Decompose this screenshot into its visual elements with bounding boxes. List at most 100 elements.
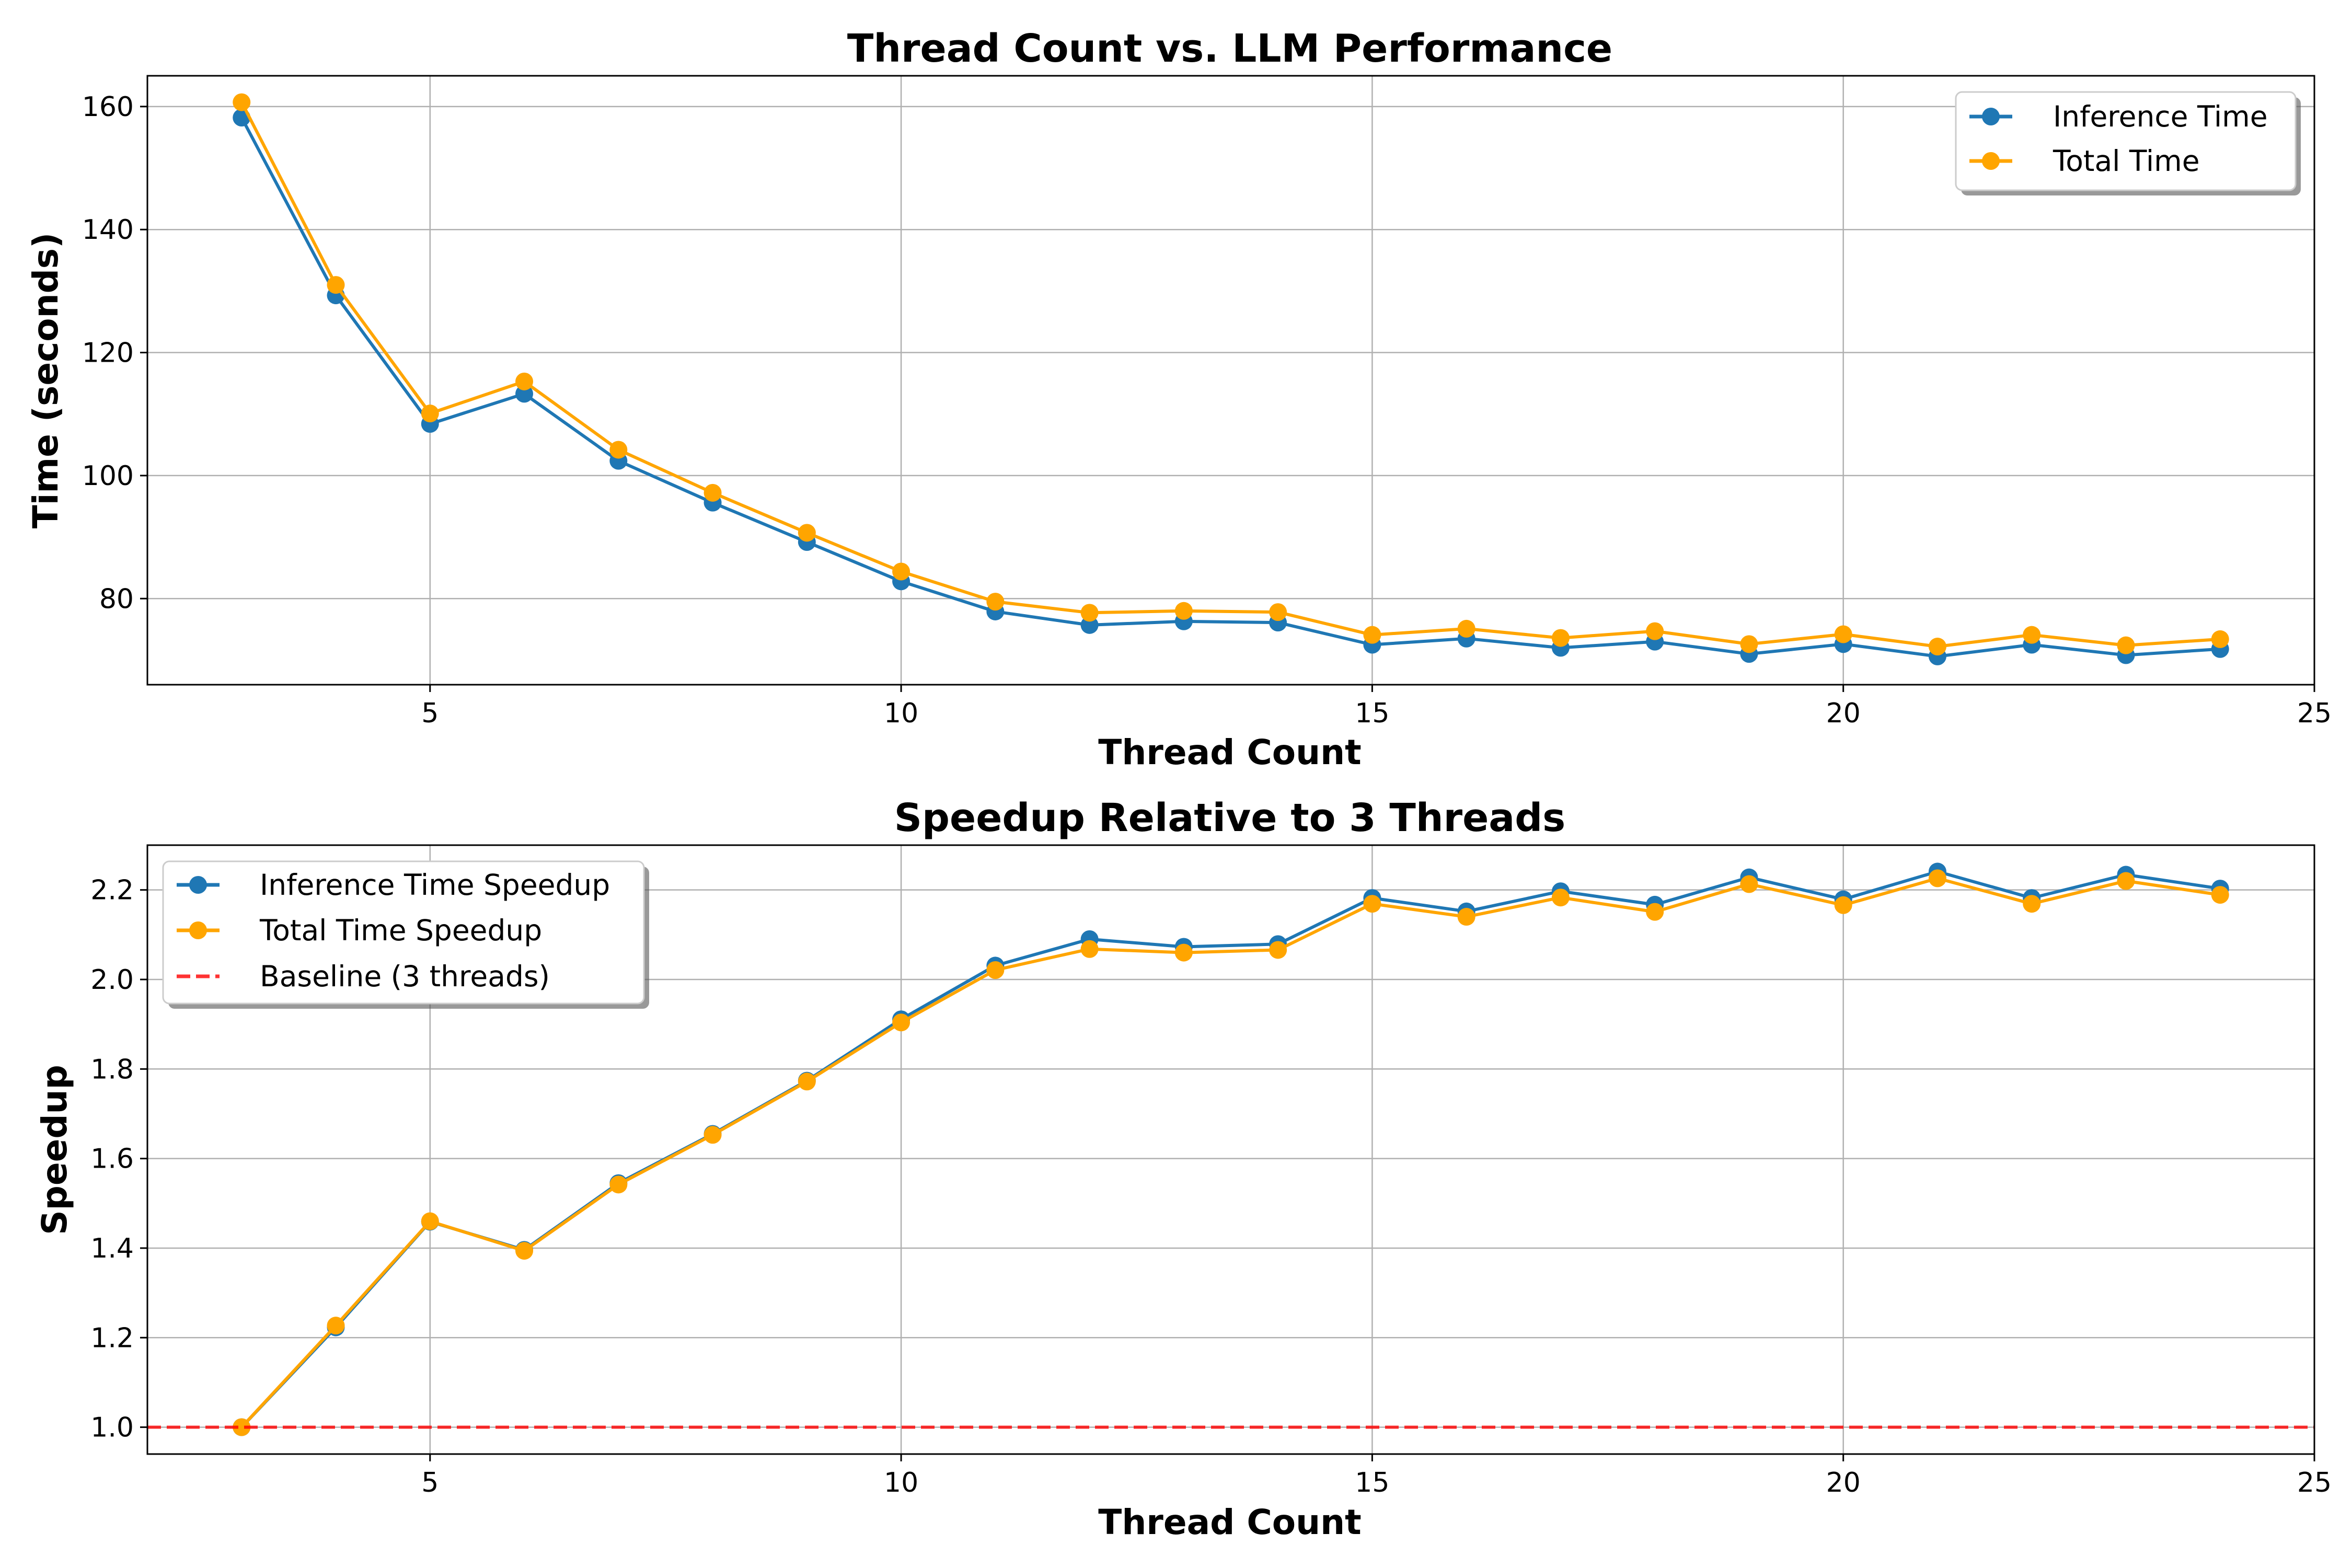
legend-label-baseline: Baseline (3 threads) [260,960,550,993]
speedup-chart-series [147,862,2314,1436]
speedup-chart-x-ticks: 5 10 15 20 25 [421,1454,2332,1498]
data-point-total-time-speedup [1174,943,1193,962]
y-tick-label: 120 [82,338,134,369]
x-tick-label: 10 [884,1467,918,1498]
x-tick-label: 10 [884,698,918,729]
speedup-chart: Speedup Relative to 3 Threads 5 10 15 20 25 … [34,795,2332,1542]
legend-label-inference-time-speedup: Inference Time Speedup [260,868,610,902]
x-tick-label: 15 [1355,1467,1389,1498]
y-tick-label: 2.2 [90,875,134,906]
data-point-total-time [515,372,534,390]
data-point-total-time-speedup [798,1073,816,1091]
data-point-total-time-speedup [327,1317,345,1335]
data-point-total-time [986,593,1005,611]
y-tick-label: 80 [99,583,134,615]
y-tick-label: 1.8 [90,1054,134,1085]
data-point-total-time [1457,619,1475,638]
legend-marker-inference-time [1982,108,2000,125]
legend-marker-inference-time-speedup [189,876,207,894]
x-tick-label: 25 [2297,1467,2332,1498]
data-point-inference-time [515,385,534,403]
speedup-chart-legend: Inference Time Speedup Total Time Speedu… [162,860,649,1009]
y-tick-label: 1.0 [90,1412,134,1444]
time-chart-plot-frame [146,75,2315,686]
data-point-total-time [798,524,816,542]
data-point-total-time-speedup [233,1418,251,1436]
data-point-total-time [1080,604,1099,622]
data-point-total-time [2211,630,2229,648]
data-point-total-time-speedup [421,1212,439,1230]
data-point-total-time [1834,625,1852,643]
time-chart-title: Thread Count vs. LLM Performance [847,26,1612,71]
legend-label-total-time: Total Time [2053,144,2200,178]
legend-entry-total-time: Total Time [1969,144,2200,178]
y-tick-label: 2.0 [90,964,134,996]
legend-box [162,860,645,1005]
data-point-total-time [421,405,439,423]
legend-marker-total-time-speedup [189,921,207,939]
data-point-total-time-speedup [1740,875,1758,893]
y-tick-label: 140 [82,214,134,246]
series-line-inference-time [240,117,2220,658]
x-tick-label: 15 [1355,698,1389,729]
data-point-total-time-speedup [986,961,1005,979]
data-point-total-time [2023,626,2041,644]
data-point-total-time-speedup [2117,872,2135,890]
legend-entry-inference-time: Inference Time [1969,100,2268,133]
time-chart-y-ticks: 80 100 120 140 160 [82,91,147,615]
x-tick-label: 20 [1826,698,1861,729]
data-point-total-time-speedup [1928,869,1946,887]
series-line-total-time-speedup [240,877,2221,1428]
data-point-total-time-speedup [1457,908,1475,926]
x-tick-label: 5 [421,698,439,729]
data-point-total-time-speedup [1834,896,1852,914]
speedup-chart-y-ticks: 1.0 1.2 1.4 1.6 1.8 2.0 2.2 [90,875,147,1444]
data-point-total-time-speedup [704,1126,722,1144]
speedup-chart-title: Speedup Relative to 3 Threads [894,795,1565,840]
data-point-total-time-speedup [892,1013,910,1032]
y-tick-label: 1.6 [90,1144,134,1175]
y-tick-label: 160 [82,91,134,123]
data-point-total-time-speedup [2023,895,2041,913]
data-point-total-time-speedup [609,1175,628,1194]
data-point-total-time [233,93,251,111]
data-point-total-time [1928,638,1946,656]
legend-marker-total-time [1982,152,2000,170]
data-point-total-time [1551,629,1570,647]
legend-label-total-time-speedup: Total Time Speedup [259,914,542,947]
data-point-total-time [327,276,345,294]
legend-entry-baseline: Baseline (3 threads) [177,960,550,993]
data-point-total-time [704,483,722,502]
time-chart-x-ticks: 5 10 15 20 25 [421,685,2332,729]
legend-entry-inference-time-speedup: Inference Time Speedup [177,868,610,902]
time-chart-x-axis-label: Thread Count [1098,732,1361,773]
y-tick-label: 100 [82,460,134,492]
data-point-total-time-speedup [1551,889,1570,907]
y-tick-label: 1.4 [90,1233,134,1264]
y-tick-label: 1.2 [90,1322,134,1354]
speedup-chart-y-axis-label: Speedup [34,1065,75,1235]
time-chart-legend: Inference Time Total Time [1955,91,2301,195]
legend-box [1955,91,2297,191]
data-point-total-time [1174,602,1193,620]
data-point-total-time [1363,626,1381,644]
data-point-total-time [1646,622,1664,640]
data-point-total-time-speedup [1646,903,1664,921]
data-point-total-time [1269,603,1287,621]
legend-entry-total-time-speedup: Total Time Speedup [177,914,542,947]
x-tick-label: 5 [421,1467,439,1498]
data-point-total-time [2117,636,2135,654]
data-point-inference-time [1080,616,1099,634]
x-tick-label: 25 [2297,698,2332,729]
time-chart-series [233,93,2229,665]
data-point-total-time-speedup [2211,886,2229,904]
legend-label-inference-time: Inference Time [2053,100,2268,133]
data-point-total-time [609,441,628,459]
data-point-total-time-speedup [1269,941,1287,959]
data-point-total-time-speedup [1080,940,1099,958]
data-point-total-time [892,562,910,581]
series-line-total-time [240,101,2220,648]
speedup-chart-x-axis-label: Thread Count [1098,1502,1361,1542]
data-point-total-time-speedup [1363,895,1381,913]
